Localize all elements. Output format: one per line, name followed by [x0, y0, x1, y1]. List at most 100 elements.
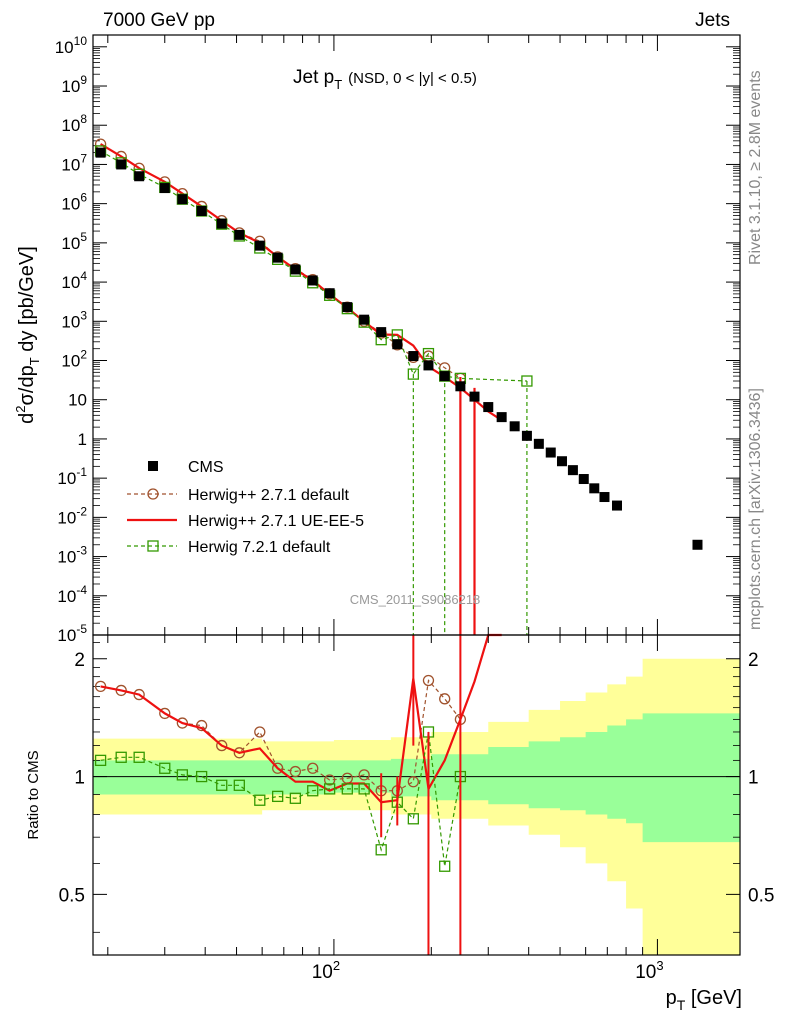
cms-data-point: [455, 381, 466, 392]
ratio-marker-3: [254, 794, 266, 806]
analysis-watermark: CMS_2011_S9086218: [350, 592, 481, 607]
ratio-marker-3: [216, 779, 228, 791]
cms-data-point: [439, 371, 450, 382]
y-tick-label: 104: [61, 269, 87, 292]
ratio-marker-1: [323, 774, 336, 786]
cms-data-point: [254, 240, 265, 251]
cms-data-point: [307, 275, 318, 286]
cms-data-point: [599, 492, 610, 503]
x-tick-label: 103: [635, 958, 663, 983]
top-ylabel: d2σ/dpT dy [pb/GeV]: [13, 246, 42, 424]
ratio-marker-3: [176, 769, 189, 781]
legend-label: CMS: [188, 459, 224, 476]
legend-label: Herwig 7.2.1 default: [188, 539, 331, 556]
y-tick-label: 103: [61, 308, 87, 331]
ratio-line-2: [100, 633, 502, 804]
main-panel: 10-5 10-4 10-3 10-2 10-1 1 10 102 103 104 105 106 10…: [13, 34, 741, 645]
ratio-marker-3: [323, 783, 336, 795]
ratio-marker-1: [422, 674, 435, 687]
series-marker-3: [521, 375, 533, 387]
ratio-tick-label: 0.5: [59, 885, 85, 906]
ratio-marker-1: [216, 739, 228, 752]
y-tick-label: 109: [61, 73, 87, 96]
x-axis-label: pT [GeV]: [666, 987, 742, 1013]
ratio-marker-3: [272, 790, 284, 803]
ratio-marker-1: [159, 707, 171, 720]
ratio-marker-3: [233, 779, 245, 791]
y-tick-label: 105: [61, 230, 87, 253]
main-plot-area: [94, 138, 703, 635]
cms-data-point: [392, 339, 403, 350]
ratio-marker-1: [272, 762, 284, 774]
ratio-marker-3: [375, 844, 387, 856]
y-tick-label: 10: [68, 391, 87, 410]
ratio-panel: 0.5 0.5 1 1 2 2 Ratio to CMS: [25, 633, 774, 956]
cms-data-point: [116, 159, 127, 170]
ratio-marker-1: [407, 776, 419, 788]
y-tick-label: 106: [61, 191, 87, 214]
series-marker-3: [422, 347, 435, 360]
cms-data-point: [342, 302, 353, 313]
cms-data-point: [324, 288, 335, 299]
ratio-marker-3: [159, 762, 171, 774]
cms-data-point: [692, 539, 703, 550]
y-tick-label: 1: [78, 430, 87, 449]
y-tick-label: 10-1: [57, 465, 87, 488]
y-tick-label: 10-3: [57, 544, 87, 567]
ratio-marker-3: [358, 783, 370, 795]
cms-data-point: [272, 252, 283, 263]
ratio-tick-label: 0.5: [748, 885, 774, 906]
ratio-tick-label: 1: [74, 768, 85, 789]
legend: CMS Herwig++ 2.7.1 default Herwig++ 2.7.1 …: [127, 459, 364, 556]
y-tick-label: 102: [61, 348, 87, 371]
ratio-marker-1: [254, 726, 266, 738]
cms-data-point: [359, 314, 370, 325]
plot-title: Jet pT (NSD, 0 < |y| < 0.5): [293, 67, 477, 92]
cms-data-point: [290, 264, 301, 275]
cms-data-point: [578, 474, 589, 485]
mcplots-reference: mcplots.cern.ch [arXiv:1306.3436]: [747, 388, 764, 630]
x-tick-label: 102: [312, 958, 340, 983]
ratio-tick-label: 1: [748, 768, 759, 789]
legend-marker-cms: [148, 461, 158, 471]
series-line-3: [100, 150, 527, 382]
process-label: 7000 GeV pp: [103, 10, 215, 31]
cms-data-point: [556, 456, 567, 467]
cms-data-point: [216, 218, 227, 229]
cms-data-point: [196, 205, 207, 216]
ratio-marker-3: [195, 770, 208, 783]
cms-data-point: [159, 183, 170, 194]
cms-data-point: [469, 391, 480, 402]
ratio-marker-3: [341, 783, 353, 795]
cms-data-point: [533, 438, 544, 449]
cms-data-point: [234, 229, 245, 240]
legend-marker: [147, 488, 159, 500]
y-tick-label: 10-2: [57, 504, 87, 527]
y-tick-label: 10-4: [57, 583, 87, 606]
cms-data-point: [134, 171, 145, 182]
y-tick-label: 10-5: [57, 622, 87, 645]
ratio-plot-area: [94, 633, 502, 955]
series-marker-3: [407, 368, 419, 380]
y-tick-label: 1010: [55, 34, 88, 57]
ratio-tick-label: 2: [748, 650, 759, 671]
ratio-marker-1: [195, 719, 208, 732]
y-tick-label: 108: [61, 112, 87, 135]
ratio-marker-1: [439, 693, 451, 705]
legend-label: Herwig++ 2.7.1 default: [188, 487, 350, 504]
cms-data-point: [567, 465, 578, 476]
ratio-marker-1: [289, 765, 302, 778]
ratio-marker-3: [307, 785, 319, 797]
ratio-frame: [92, 634, 741, 956]
cms-data-point: [483, 402, 494, 413]
ratio-marker-3: [289, 792, 302, 804]
ratio-marker-3: [94, 754, 107, 767]
cms-data-point: [177, 194, 188, 205]
cms-data-point: [95, 147, 106, 158]
cms-data-point: [496, 412, 507, 423]
rivet-version: Rivet 3.1.10, ≥ 2.8M events: [747, 70, 764, 265]
ratio-marker-3: [407, 813, 419, 825]
cms-data-point: [509, 421, 520, 432]
cms-data-point: [545, 447, 556, 458]
